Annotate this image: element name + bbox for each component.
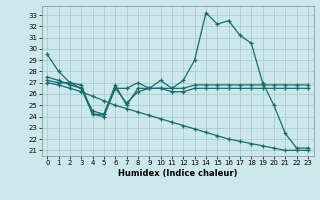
X-axis label: Humidex (Indice chaleur): Humidex (Indice chaleur) [118, 169, 237, 178]
